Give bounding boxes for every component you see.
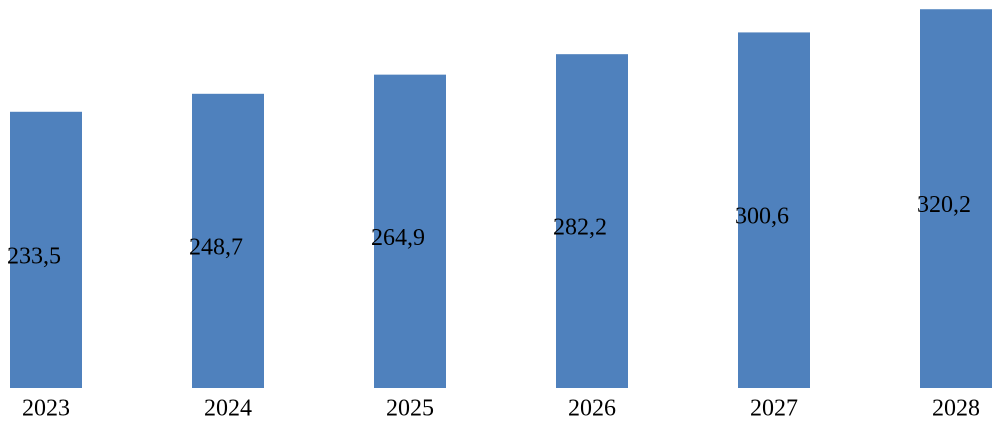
bar [10, 111, 82, 388]
bar [192, 93, 264, 389]
data-label: 264,9 [371, 225, 425, 251]
data-label: 320,2 [917, 192, 971, 218]
bar [738, 32, 810, 388]
data-label: 248,7 [189, 234, 243, 260]
data-label: 282,2 [553, 215, 607, 241]
x-tick-label: 2028 [932, 396, 980, 422]
x-tick-label: 2025 [386, 396, 434, 422]
x-tick-label: 2024 [204, 396, 252, 422]
data-label: 233,5 [7, 243, 61, 269]
bar [920, 9, 992, 388]
bar [374, 74, 446, 388]
x-tick-label: 2027 [750, 396, 798, 422]
x-tick-label: 2026 [568, 396, 616, 422]
data-label: 300,6 [735, 204, 789, 230]
bar [556, 54, 628, 389]
x-tick-label: 2023 [22, 396, 70, 422]
